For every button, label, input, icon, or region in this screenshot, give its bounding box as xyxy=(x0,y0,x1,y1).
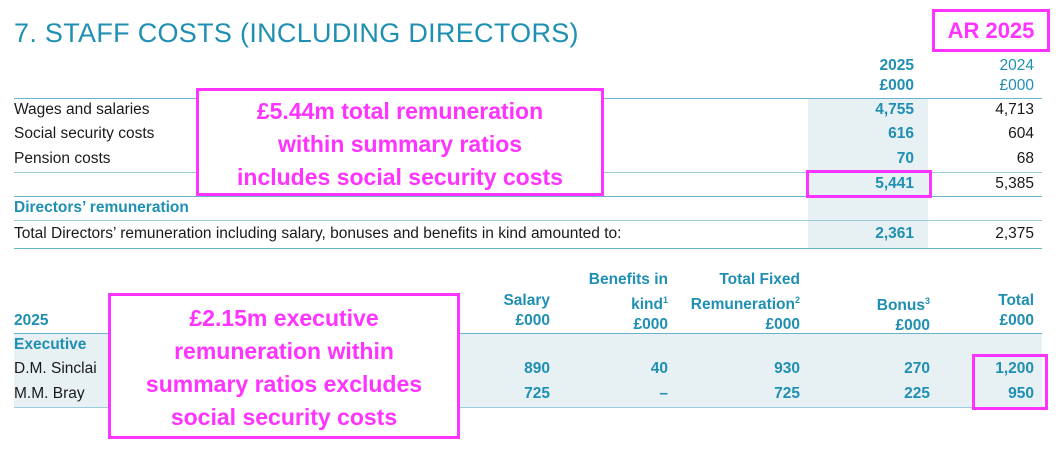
directors-rule xyxy=(14,220,1042,221)
callout-one-line: within summary ratios xyxy=(277,131,523,157)
directors-total-2024: 2,375 xyxy=(995,225,1034,242)
header-total-label: Total xyxy=(998,292,1034,309)
total-rule xyxy=(14,196,1042,197)
header-fixed-footnote: 2 xyxy=(794,295,800,305)
total-2024: 5,385 xyxy=(995,175,1034,192)
exec-row-total: 950 xyxy=(1008,385,1034,402)
exec-row-benefits: – xyxy=(659,385,668,402)
callout-one-line: includes social security costs xyxy=(237,164,563,190)
header-2025-year: 2025 xyxy=(879,57,914,74)
header-benefits: Benefits in kind1 £000 xyxy=(560,270,668,335)
header-total: Total £000 xyxy=(950,291,1034,331)
report-year-badge: AR 2025 xyxy=(932,9,1050,52)
header-benefits-line2: kind xyxy=(631,296,663,314)
pension-2024: 68 xyxy=(1016,150,1034,167)
exec-row-salary: 890 xyxy=(524,360,550,377)
callout-two-line: social security costs xyxy=(170,404,398,430)
exec-header-rule xyxy=(14,333,1042,334)
header-2024-year: 2024 xyxy=(999,57,1034,74)
header-2025: 2025 £000 xyxy=(830,56,914,96)
header-benefits-unit: £000 xyxy=(633,316,668,334)
total-2025: 5,441 xyxy=(875,175,914,192)
exec-row-bonus: 270 xyxy=(904,360,930,377)
callout-executive-remuneration: £2.15m executive remuneration within sum… xyxy=(108,293,460,439)
header-fixed-line1: Total Fixed xyxy=(719,271,800,288)
exec-year-label: 2025 xyxy=(14,312,49,329)
header-benefits-footnote: 1 xyxy=(662,295,668,305)
exec-row-total: 1,200 xyxy=(995,360,1034,377)
callout-one-line: £5.44m total remuneration xyxy=(256,98,544,124)
directors-total-2025: 2,361 xyxy=(875,225,914,242)
header-salary-unit: £000 xyxy=(515,312,550,329)
header-2024-unit: £000 xyxy=(999,77,1034,94)
exec-row-benefits: 40 xyxy=(650,360,668,377)
header-fixed-unit: £000 xyxy=(765,316,800,334)
directors-heading: Directors’ remuneration xyxy=(14,199,189,216)
social-security-2024: 604 xyxy=(1008,125,1034,142)
exec-total-highlight-box xyxy=(972,354,1048,410)
header-2024: 2024 £000 xyxy=(950,56,1034,96)
row-label-pension: Pension costs xyxy=(14,150,111,167)
header-2025-unit: £000 xyxy=(879,77,914,94)
social-security-2025: 616 xyxy=(888,125,914,142)
exec-row-name: M.M. Bray xyxy=(14,385,85,402)
current-year-column-highlight xyxy=(808,98,928,248)
header-salary-label: Salary xyxy=(503,292,550,309)
header-bonus-label: Bonus xyxy=(876,297,925,315)
header-benefits-line1: Benefits in xyxy=(588,271,668,288)
row-label-social-security: Social security costs xyxy=(14,125,155,142)
header-bonus: Bonus3 £000 xyxy=(830,291,930,336)
row-label-wages: Wages and salaries xyxy=(14,101,150,118)
section-title: 7. STAFF COSTS (INCLUDING DIRECTORS) xyxy=(14,18,579,48)
exec-row-bonus: 225 xyxy=(904,385,930,402)
header-bonus-footnote: 3 xyxy=(924,296,930,306)
pension-2025: 70 xyxy=(896,150,914,167)
directors-bottom-rule xyxy=(14,248,1042,249)
exec-row-fixed: 930 xyxy=(774,360,800,377)
header-bonus-unit: £000 xyxy=(895,317,930,335)
exec-bottom-rule xyxy=(14,407,1042,408)
callout-total-remuneration: £5.44m total remuneration within summary… xyxy=(196,88,604,196)
exec-group-label: Executive xyxy=(14,336,87,353)
directors-total-label: Total Directors’ remuneration including … xyxy=(14,225,622,242)
exec-row-salary: 725 xyxy=(524,385,550,402)
wages-2025: 4,755 xyxy=(875,101,914,118)
header-total-unit: £000 xyxy=(999,312,1034,329)
exec-row-fixed: 725 xyxy=(774,385,800,402)
total-2025-highlight-box xyxy=(806,170,932,198)
wages-2024: 4,713 xyxy=(995,101,1034,118)
callout-two-line: remuneration within xyxy=(174,338,394,364)
header-salary: Salary £000 xyxy=(470,291,550,331)
header-fixed-line2: Remuneration xyxy=(690,296,795,314)
exec-row-name: D.M. Sinclai xyxy=(14,360,97,377)
header-fixed-remuneration: Total Fixed Remuneration2 £000 xyxy=(680,270,800,335)
callout-two-line: £2.15m executive xyxy=(189,305,379,331)
callout-two-line: summary ratios excludes xyxy=(145,371,423,397)
